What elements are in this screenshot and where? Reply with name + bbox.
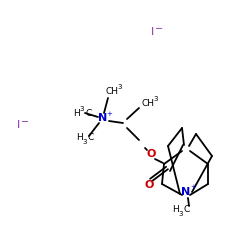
Text: I: I	[16, 120, 20, 130]
Text: +: +	[190, 184, 196, 190]
Text: H: H	[76, 134, 83, 142]
Text: O: O	[146, 149, 156, 159]
Text: 3: 3	[79, 106, 84, 112]
Text: 3: 3	[153, 96, 158, 102]
Text: H: H	[73, 108, 80, 118]
Text: 3: 3	[178, 211, 182, 217]
Text: N: N	[182, 187, 191, 197]
Text: CH: CH	[141, 98, 154, 108]
Text: H: H	[172, 206, 179, 214]
Text: O: O	[144, 180, 154, 190]
Text: C: C	[184, 206, 190, 214]
Text: 3: 3	[82, 139, 86, 145]
Text: −: −	[155, 24, 163, 34]
Text: I: I	[150, 27, 154, 37]
Text: 3: 3	[117, 84, 121, 90]
Text: −: −	[21, 117, 29, 127]
Text: C: C	[88, 134, 94, 142]
Text: CH: CH	[106, 86, 119, 96]
Text: N: N	[98, 113, 108, 123]
Text: +: +	[106, 111, 112, 117]
Text: C: C	[85, 108, 91, 118]
